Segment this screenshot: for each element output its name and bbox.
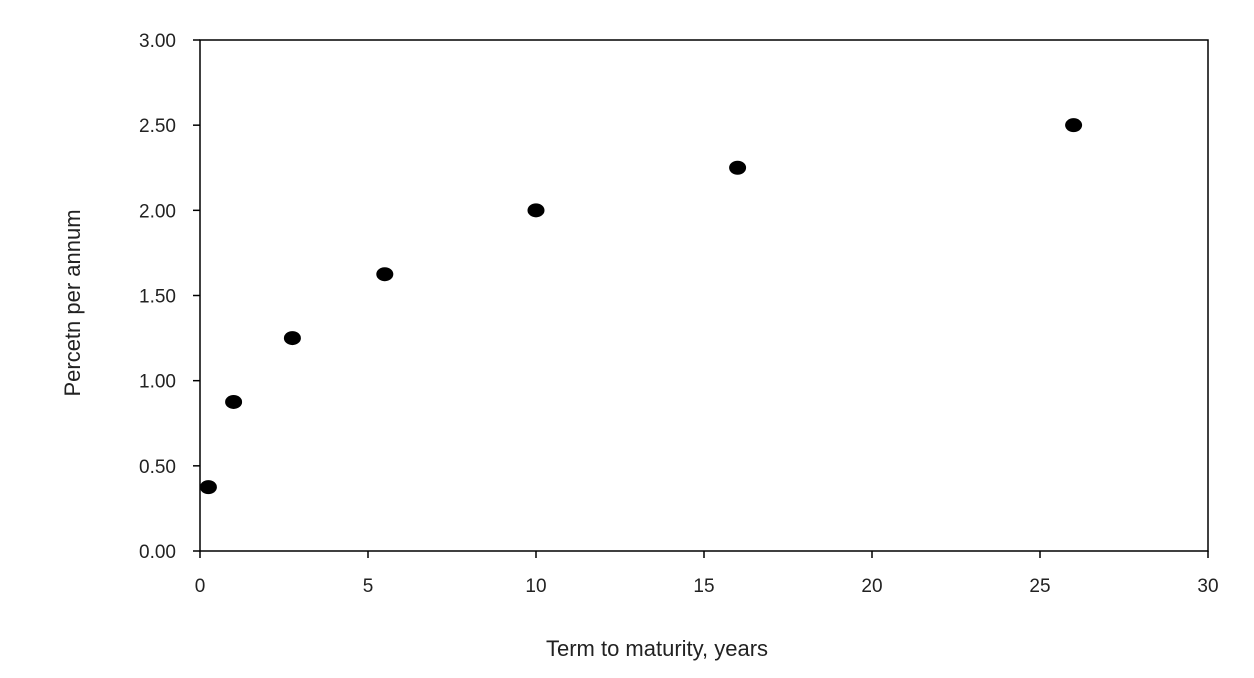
x-tick-label: 0 — [195, 576, 206, 597]
x-axis-ticks: 0 5 10 15 20 25 30 — [195, 551, 1219, 597]
y-axis-ticks: 0.00 0.50 1.00 1.50 2.00 2.50 3.00 — [139, 31, 200, 563]
y-tick-label: 0.50 — [139, 457, 176, 478]
data-point — [199, 480, 217, 495]
y-axis-label: Percetn per annum — [60, 209, 85, 396]
data-point — [225, 394, 243, 409]
y-tick-label: 2.50 — [139, 116, 176, 137]
x-tick-label: 10 — [525, 576, 546, 597]
x-axis-label: Term to maturity, years — [546, 636, 768, 661]
x-tick-label: 5 — [363, 576, 374, 597]
y-tick-label: 2.00 — [139, 201, 176, 222]
x-tick-label: 20 — [861, 576, 882, 597]
y-tick-label: 3.00 — [139, 31, 176, 52]
data-point — [376, 267, 394, 282]
x-tick-label: 25 — [1029, 576, 1050, 597]
data-point — [283, 331, 301, 346]
x-tick-label: 15 — [693, 576, 714, 597]
y-tick-label: 0.00 — [139, 542, 176, 563]
data-points — [199, 118, 1083, 495]
y-tick-label: 1.00 — [139, 372, 176, 393]
data-point — [527, 203, 545, 218]
plot-area — [199, 39, 1209, 552]
data-point — [1065, 118, 1083, 133]
y-tick-label: 1.50 — [139, 287, 176, 308]
data-point — [729, 160, 747, 175]
x-tick-label: 30 — [1197, 576, 1218, 597]
